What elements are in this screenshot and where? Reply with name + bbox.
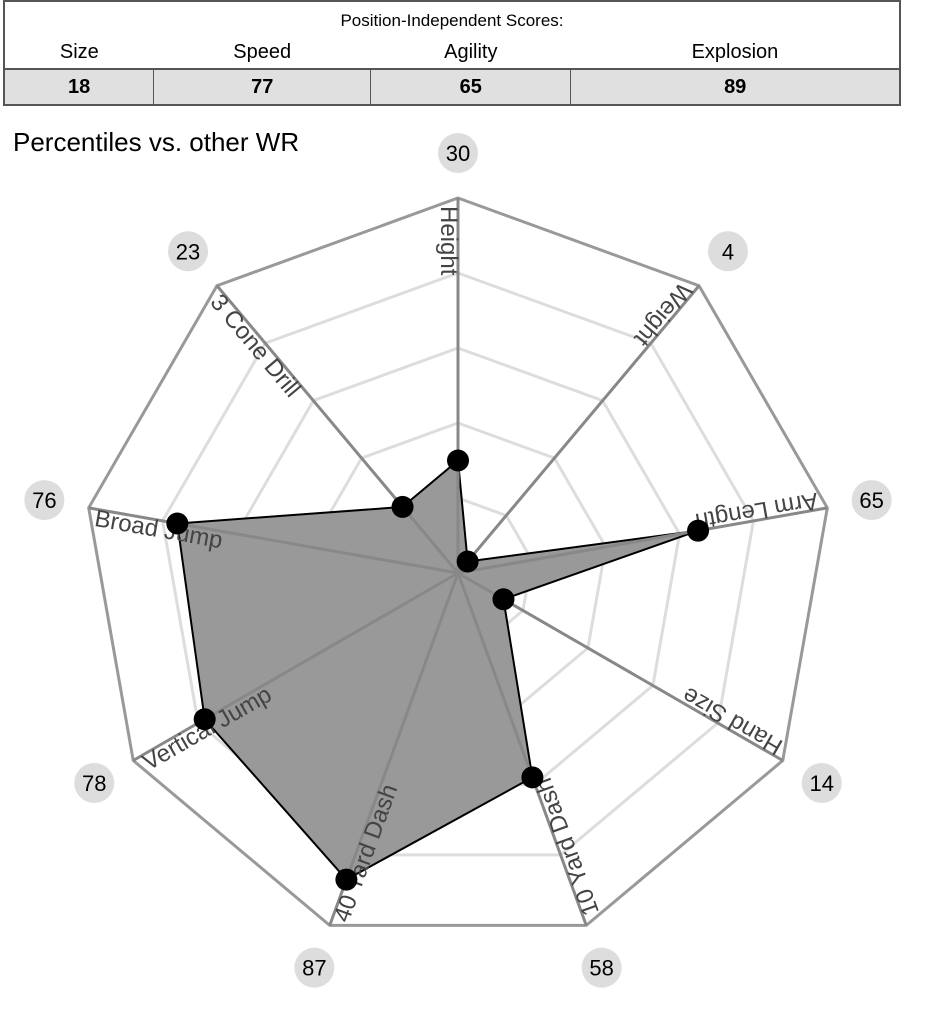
position-independent-scores-table: Position-Independent Scores: Size Speed …: [3, 0, 901, 106]
value-badge-hand-size: 14: [801, 763, 842, 803]
chart-title: Percentiles vs. other WR: [13, 127, 300, 157]
radar-data-area: [176, 458, 699, 881]
data-point-10-yard-dash[interactable]: [521, 766, 544, 789]
scores-caption: Position-Independent Scores:: [340, 11, 564, 30]
value-badge-vertical-jump: 78: [74, 763, 115, 803]
value-badge-weight: 4: [707, 231, 748, 272]
radar-value-badges: 30 4 65 14 58 87 78 76 23: [24, 133, 892, 988]
data-polygon: [176, 458, 699, 881]
data-point-height[interactable]: [447, 449, 469, 472]
value-badge-40-yard-dash: 87: [294, 947, 335, 988]
svg-text:23: 23: [176, 239, 200, 264]
axis-vertical-jump: [132, 571, 459, 762]
svg-text:58: 58: [589, 956, 613, 981]
svg-text:78: 78: [82, 771, 106, 796]
data-point-weight[interactable]: [456, 550, 479, 573]
axis-label-broad-jump: Broad Jump: [93, 505, 225, 554]
axis-label-height: Height: [435, 206, 462, 276]
data-point-arm-length[interactable]: [687, 519, 710, 542]
axis-label-arm-length: Arm Length: [693, 487, 820, 535]
axis-3-cone-drill: [215, 284, 460, 574]
grid-ring-100: [87, 196, 829, 927]
value-badge-arm-length: 65: [851, 480, 892, 521]
header-size: Size: [59, 40, 99, 63]
data-point-40-yard-dash[interactable]: [335, 868, 358, 891]
axis-label-weight: Weight: [628, 277, 697, 351]
data-point-vertical-jump[interactable]: [193, 708, 216, 731]
data-point-hand-size[interactable]: [492, 588, 515, 611]
axis-arm-length: [457, 506, 828, 575]
value-badge-10-yard-dash: 58: [581, 947, 622, 988]
header-speed: Speed: [233, 40, 292, 63]
svg-text:30: 30: [446, 141, 470, 166]
axis-weight: [456, 284, 701, 574]
score-explosion: 89: [570, 68, 901, 106]
axis-broad-jump: [88, 506, 459, 575]
score-size: 18: [3, 68, 155, 106]
data-point-broad-jump[interactable]: [166, 512, 189, 535]
svg-text:87: 87: [302, 956, 326, 981]
header-agility: Agility: [444, 40, 498, 63]
axis-label-3-cone-drill: 3 Cone Drill: [205, 289, 306, 402]
axis-label-hand-size: Hand Size: [678, 681, 787, 760]
value-badge-height: 30: [438, 133, 478, 173]
svg-text:65: 65: [859, 488, 883, 513]
value-badge-broad-jump: 76: [24, 480, 65, 521]
svg-text:4: 4: [722, 239, 734, 264]
axis-40-yard-dash: [328, 572, 460, 926]
value-badge-3-cone-drill: 23: [168, 231, 209, 272]
svg-text:14: 14: [809, 771, 833, 796]
data-point-3-cone-drill[interactable]: [391, 495, 414, 518]
score-speed: 77: [153, 68, 372, 106]
axis-label-10-yard-dash: 10 Yard Dash: [530, 774, 605, 919]
score-agility: 65: [370, 68, 572, 106]
grid-ring-80: [160, 271, 756, 857]
axis-10-yard-dash: [456, 572, 588, 926]
header-explosion: Explosion: [691, 40, 779, 63]
svg-text:76: 76: [32, 488, 56, 513]
radar-data-points: [166, 449, 710, 891]
radar-axes: [88, 198, 828, 926]
